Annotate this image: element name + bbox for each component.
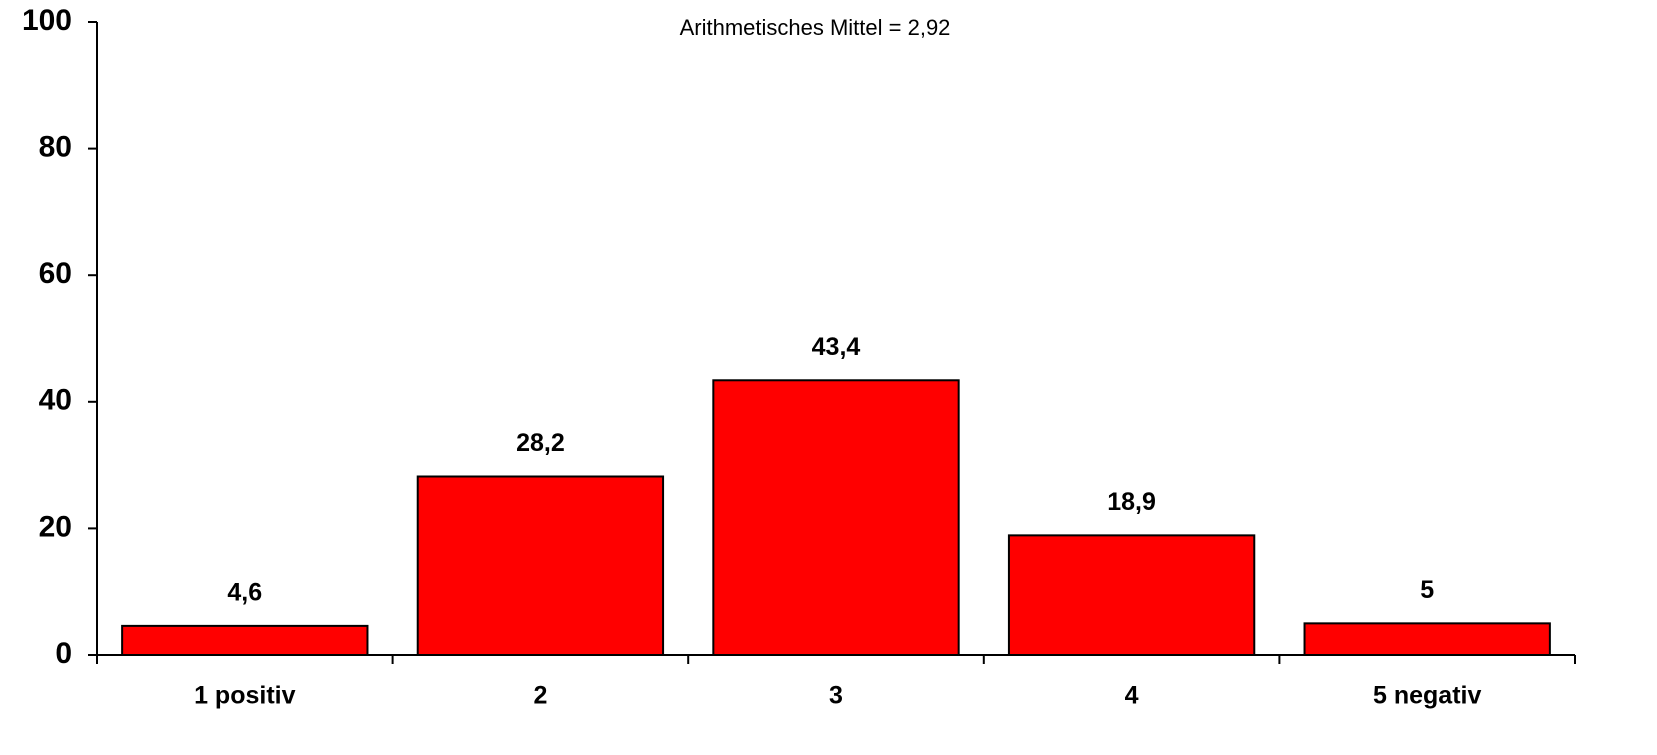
y-tick-label: 40 [39,384,72,417]
x-tick-label: 4 [1125,682,1139,710]
bar [1303,622,1551,656]
bar [712,379,960,656]
value-label: 43,4 [812,333,861,361]
value-label: 28,2 [516,429,565,457]
x-tick-label: 2 [533,682,547,710]
chart-title: Arithmetisches Mittel = 2,92 [680,15,951,40]
y-tick-label: 0 [55,637,72,670]
x-tick-label: 5 negativ [1373,682,1481,710]
bar [121,624,369,657]
value-label: 4,6 [227,578,262,606]
x-tick-label: 3 [829,682,843,710]
y-tick-label: 60 [39,257,72,290]
y-tick-label: 100 [22,4,72,37]
value-label: 18,9 [1107,488,1156,516]
y-tick-label: 80 [39,131,72,164]
y-tick-label: 20 [39,510,72,543]
x-tick-label: 1 positiv [194,682,296,710]
value-label: 5 [1420,576,1434,604]
bar [416,475,665,656]
bar [1007,534,1256,656]
